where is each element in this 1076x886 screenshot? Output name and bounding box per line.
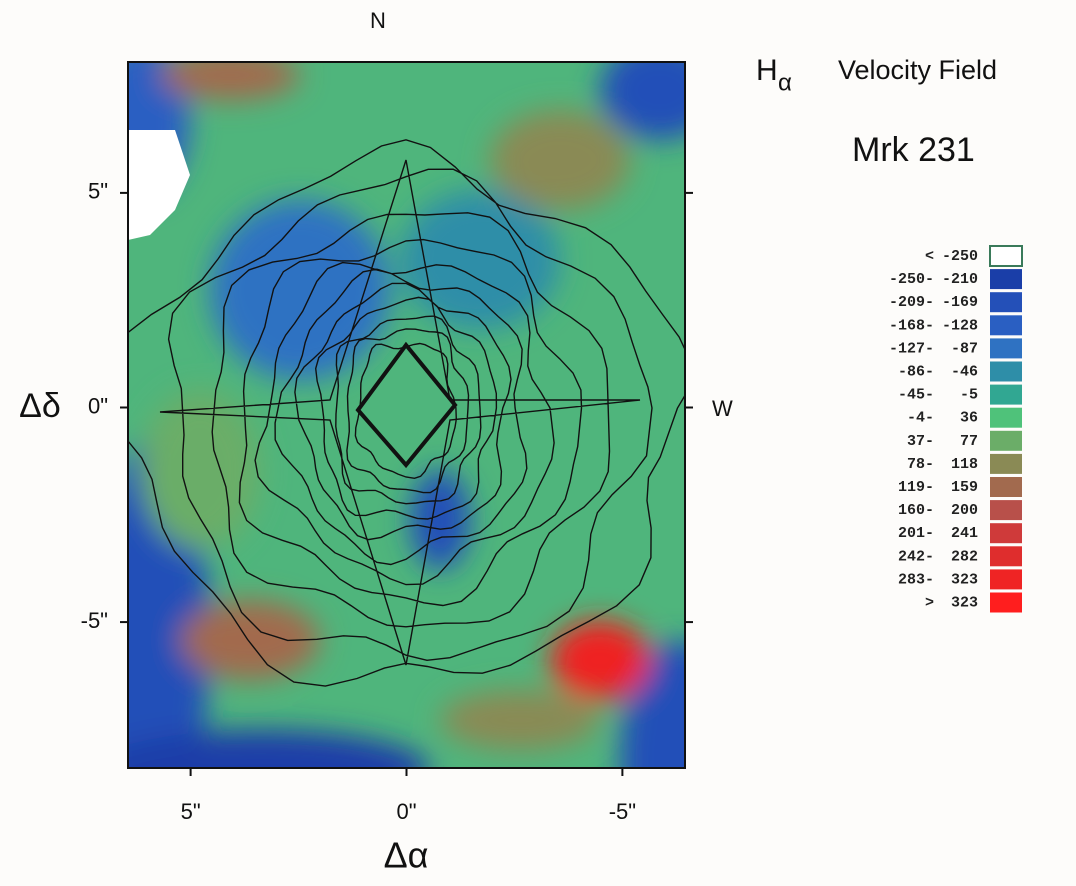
velocity-map-image [128,62,685,768]
legend-swatch [990,592,1022,613]
y-tick-label: 5" [88,179,108,204]
legend-to: -128 [942,317,978,334]
legend-to: -87 [951,340,978,357]
title-subscript: α [778,69,792,96]
legend-swatch [989,245,1023,267]
legend-from: 201- [898,525,934,542]
legend-to: -169 [942,294,978,311]
north-label: N [370,8,386,33]
legend-to: -210 [942,271,978,288]
legend-from: > [925,594,934,611]
legend-from: 78- [907,456,934,473]
legend-swatch [990,361,1022,382]
legend-to: 159 [951,479,978,496]
legend-from: -86- [898,363,934,380]
x-tick-label: -5" [609,799,636,824]
title-symbol: H [756,54,778,87]
legend-to: 282 [951,548,978,565]
title: Velocity Field [838,55,997,85]
legend-from: -127- [889,340,934,357]
y-tick-label: 0" [88,393,108,418]
legend-to: -250 [942,248,978,265]
legend-swatch [990,338,1022,359]
legend-from: 160- [898,502,934,519]
legend-swatch [990,477,1022,497]
y-axis-label: Δδ [19,387,61,425]
legend-to: 200 [951,502,978,519]
legend-swatch [990,453,1022,474]
legend-swatch [990,546,1022,567]
legend-from: 283- [898,571,934,588]
legend-to: 77 [960,433,978,450]
legend-to: 323 [951,594,978,611]
legend-to: 118 [951,456,978,473]
legend-to: 36 [960,410,978,427]
west-label: W [712,396,733,421]
y-tick-label: -5" [81,608,108,633]
legend-swatch [990,430,1022,451]
legend-swatch [990,292,1022,313]
legend-swatch [990,269,1022,290]
legend-swatch [990,523,1022,544]
x-tick-label: 0" [396,799,416,824]
legend-to: -5 [960,387,978,404]
legend-to: -46 [951,363,978,380]
legend-swatch [990,407,1022,428]
legend-from: < [925,248,934,265]
legend-from: -168- [889,317,934,334]
legend-from: -250- [889,271,934,288]
legend-from: 37- [907,433,934,450]
legend-from: -45- [898,387,934,404]
legend-swatch [990,315,1022,336]
x-axis-label: Δα [384,835,429,876]
x-tick-label: 5" [181,799,201,824]
legend-to: 241 [951,525,978,542]
legend-swatch [990,500,1022,521]
legend-from: 119- [898,479,934,496]
legend-from: -4- [907,410,934,427]
subtitle: Mrk 231 [852,131,975,169]
legend-swatch [990,569,1022,590]
legend-swatch [990,384,1022,405]
legend-to: 323 [951,571,978,588]
legend-from: 242- [898,548,934,565]
legend-from: -209- [889,294,934,311]
